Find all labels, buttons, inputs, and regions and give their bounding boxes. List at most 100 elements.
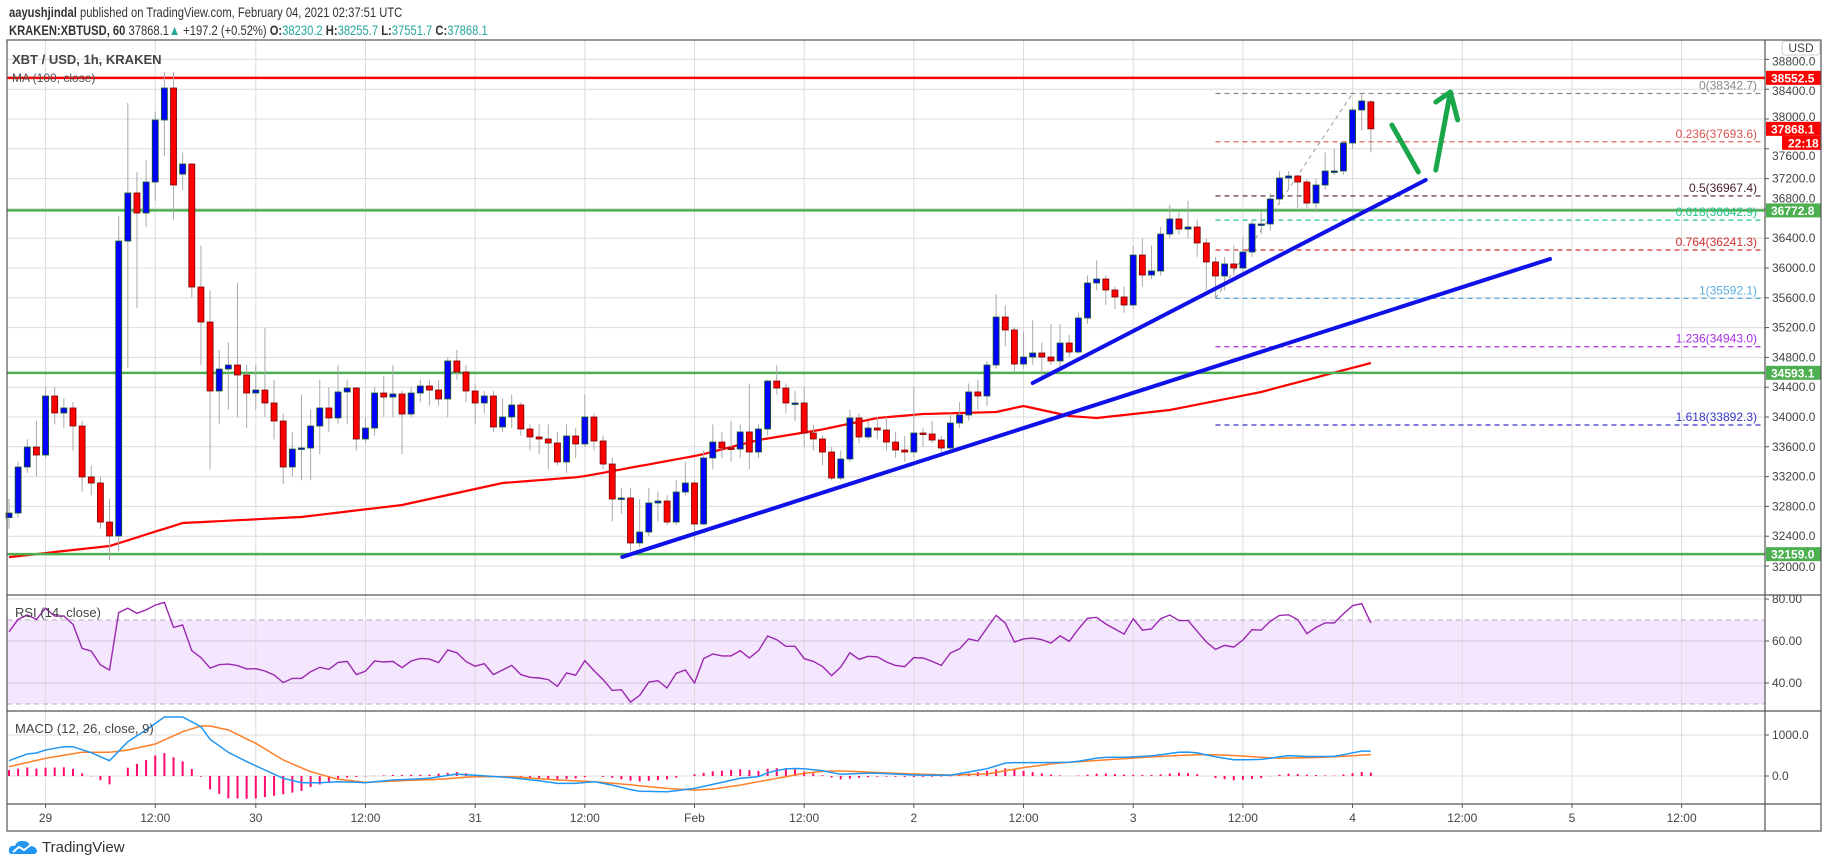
bearish-candle[interactable] [901,449,909,453]
bullish-candle[interactable] [362,427,369,440]
bearish-candle[interactable] [974,391,982,397]
bearish-candle[interactable] [572,435,580,445]
bullish-candle[interactable] [60,407,68,414]
bullish-candle[interactable] [672,491,680,523]
bearish-candle[interactable] [97,482,104,523]
bearish-candle[interactable] [33,446,40,456]
bearish-candle[interactable] [170,87,177,186]
bearish-candle[interactable] [517,404,525,430]
bearish-candle[interactable] [1230,263,1238,269]
bearish-candle[interactable] [206,321,214,392]
bullish-candle[interactable] [1321,170,1329,186]
bearish-candle[interactable] [828,451,835,479]
trendline[interactable] [1030,178,1428,386]
bearish-candle[interactable] [490,395,497,428]
bearish-candle[interactable] [380,392,388,398]
bullish-candle[interactable] [371,392,379,429]
bullish-candle[interactable] [965,391,973,416]
bullish-candle[interactable] [645,502,653,533]
bearish-candle[interactable] [535,436,543,440]
ma-legend[interactable]: MA (100, close) [12,71,95,85]
bearish-candle[interactable] [133,192,141,214]
bearish-candle[interactable] [426,385,433,391]
bearish-candle[interactable] [800,402,808,434]
bullish-candle[interactable] [115,240,123,537]
bullish-candle[interactable] [508,404,516,418]
bearish-candle[interactable] [718,441,726,449]
bullish-candle[interactable] [215,368,223,392]
bearish-candle[interactable] [1138,254,1146,276]
bullish-candle[interactable] [307,425,315,449]
bearish-candle[interactable] [1367,101,1375,130]
bullish-candle[interactable] [1221,263,1229,277]
bullish-candle[interactable] [1349,109,1356,144]
bearish-candle[interactable] [453,360,461,373]
bullish-candle[interactable] [563,435,570,463]
bearish-candle[interactable] [1212,261,1219,277]
bullish-candle[interactable] [1276,177,1283,200]
bearish-candle[interactable] [1065,342,1073,353]
bullish-candle[interactable] [151,119,159,183]
bearish-candle[interactable] [873,427,881,431]
bearish-candle[interactable] [398,393,406,415]
currency-button[interactable] [1781,40,1821,56]
bullish-candle[interactable] [407,392,415,415]
bullish-candle[interactable] [179,163,187,175]
bearish-candle[interactable] [188,163,196,288]
bullish-candle[interactable] [755,428,762,453]
bearish-candle[interactable] [1303,181,1311,204]
bearish-candle[interactable] [1001,316,1009,331]
bearish-candle[interactable] [526,428,534,438]
bearish-candle[interactable] [1202,242,1210,263]
bullish-candle[interactable] [956,414,963,424]
bullish-candle[interactable] [837,458,845,479]
bullish-candle[interactable] [142,181,150,214]
tradingview-logo[interactable]: TradingView [8,838,125,856]
bearish-candle[interactable] [599,440,607,465]
bullish-candle[interactable] [846,417,854,460]
bearish-candle[interactable] [243,374,251,394]
bullish-candle[interactable] [1084,282,1091,319]
bullish-candle[interactable] [124,192,132,242]
bearish-candle[interactable] [773,380,781,389]
bullish-candle[interactable] [160,87,168,121]
bearish-candle[interactable] [78,425,86,478]
bullish-candle[interactable] [992,316,1000,366]
bearish-candle[interactable] [279,420,287,468]
bearish-candle[interactable] [809,432,817,440]
bearish-candle[interactable] [51,395,59,414]
bearish-candle[interactable] [87,476,95,484]
bearish-candle[interactable] [883,429,890,443]
bullish-candle[interactable] [480,395,488,404]
bullish-candle[interactable] [864,427,872,438]
bullish-candle[interactable] [1093,278,1101,284]
bullish-candle[interactable] [1020,356,1027,365]
bearish-candle[interactable] [627,497,634,544]
bullish-candle[interactable] [1056,342,1064,362]
bearish-candle[interactable] [69,407,77,427]
bullish-candle[interactable] [316,407,324,427]
bullish-candle[interactable] [288,448,296,468]
arrow-path[interactable] [1433,89,1453,173]
arrow-path[interactable] [1389,122,1421,175]
bearish-candle[interactable] [106,521,113,537]
bullish-candle[interactable] [1129,254,1137,306]
bearish-candle[interactable] [462,371,470,392]
bullish-candle[interactable] [224,364,232,370]
bullish-candle[interactable] [1358,100,1366,111]
trendline[interactable] [620,256,1553,559]
bullish-candle[interactable] [444,360,452,400]
bearish-candle[interactable] [435,389,442,400]
bullish-candle[interactable] [1184,226,1192,230]
bearish-candle[interactable] [928,433,936,441]
bullish-candle[interactable] [700,457,708,525]
bullish-candle[interactable] [1148,270,1155,276]
bearish-candle[interactable] [352,387,360,440]
bearish-candle[interactable] [745,431,753,453]
bearish-candle[interactable] [608,463,616,500]
bullish-candle[interactable] [1157,233,1165,272]
bullish-candle[interactable] [654,500,662,504]
rsi-legend[interactable]: RSI (14, close) [15,605,101,620]
bearish-candle[interactable] [1120,296,1128,306]
